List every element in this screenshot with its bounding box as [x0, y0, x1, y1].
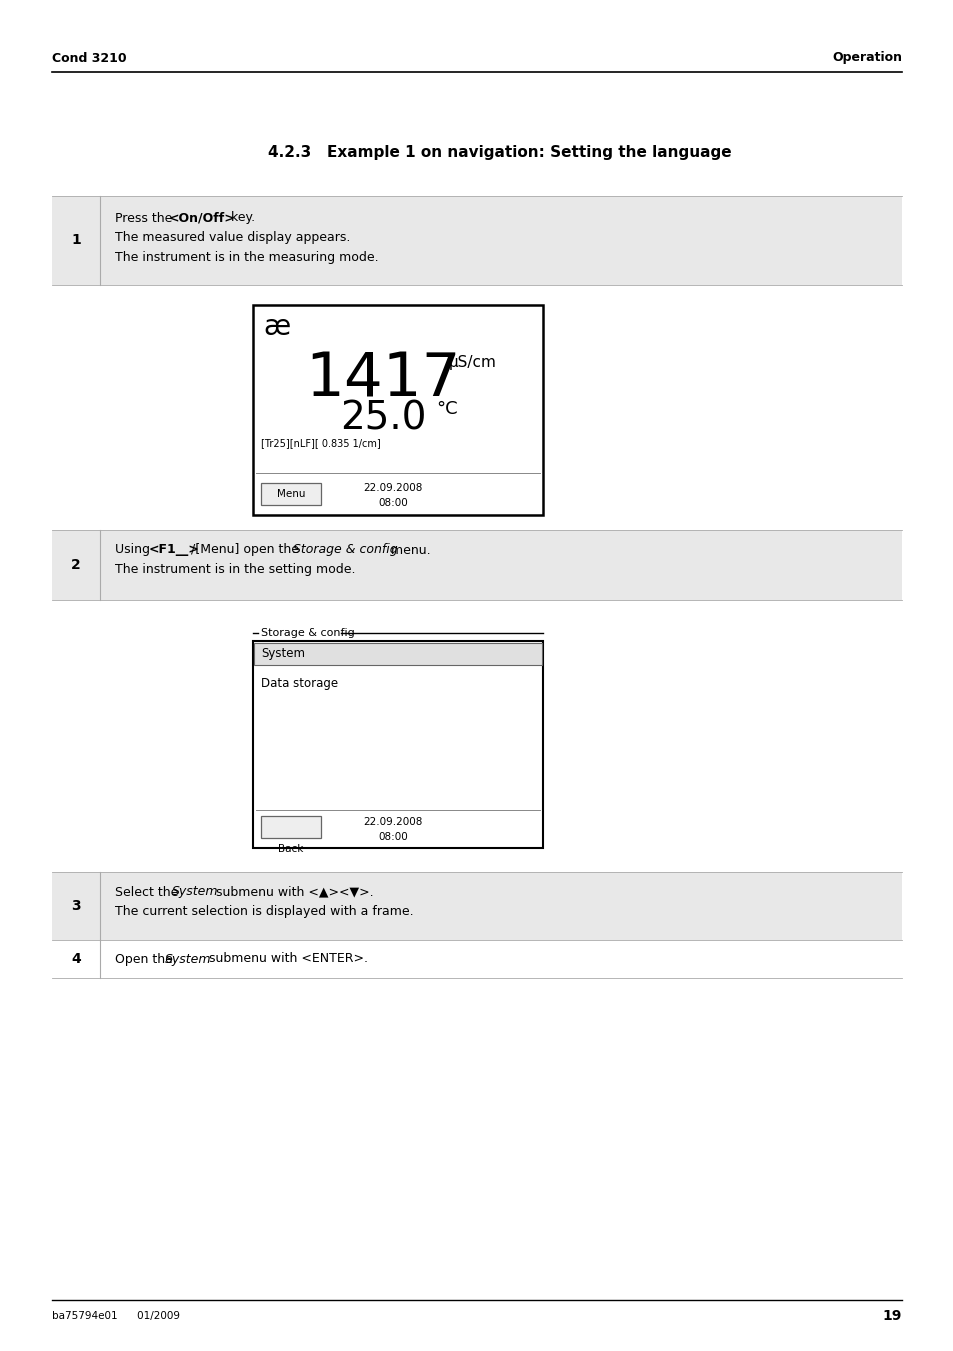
Text: 08:00: 08:00 — [377, 832, 408, 842]
Text: 4.2.3   Example 1 on navigation: Setting the language: 4.2.3 Example 1 on navigation: Setting t… — [268, 146, 731, 161]
Text: The instrument is in the measuring mode.: The instrument is in the measuring mode. — [115, 251, 378, 265]
Text: Operation: Operation — [831, 51, 901, 65]
Text: 3: 3 — [71, 898, 81, 913]
Text: 1417: 1417 — [305, 350, 460, 409]
Text: Using: Using — [115, 543, 153, 557]
Text: 2: 2 — [71, 558, 81, 571]
Text: System: System — [172, 885, 218, 898]
Text: Cond 3210: Cond 3210 — [52, 51, 127, 65]
Text: 4: 4 — [71, 952, 81, 966]
Text: 22.09.2008: 22.09.2008 — [363, 817, 422, 827]
Text: 25.0: 25.0 — [339, 399, 426, 436]
Bar — [52, 196, 901, 285]
Text: Press the: Press the — [115, 212, 176, 224]
Bar — [261, 484, 320, 505]
Text: 19: 19 — [882, 1309, 901, 1323]
Text: submenu with <ENTER>.: submenu with <ENTER>. — [205, 952, 368, 966]
Bar — [52, 530, 901, 600]
Bar — [253, 305, 542, 515]
Text: Back: Back — [278, 844, 303, 854]
Text: æ: æ — [263, 313, 290, 340]
Bar — [253, 643, 541, 665]
Text: The measured value display appears.: The measured value display appears. — [115, 231, 350, 245]
Text: The instrument is in the setting mode.: The instrument is in the setting mode. — [115, 563, 355, 577]
Text: Menu: Menu — [276, 489, 305, 499]
Text: <On/Off>: <On/Off> — [169, 212, 235, 224]
Bar — [52, 871, 901, 940]
Text: /[Menu] open the: /[Menu] open the — [191, 543, 303, 557]
Bar — [261, 816, 320, 838]
Text: Select the: Select the — [115, 885, 182, 898]
Bar — [253, 640, 542, 848]
Text: μS/cm: μS/cm — [449, 355, 497, 370]
Text: Open the: Open the — [115, 952, 176, 966]
Bar — [52, 940, 901, 978]
Text: [Tr25][nLF][ 0.835 1/cm]: [Tr25][nLF][ 0.835 1/cm] — [261, 438, 380, 449]
Text: System: System — [261, 647, 305, 661]
Text: 08:00: 08:00 — [377, 499, 408, 508]
Text: °C: °C — [436, 400, 457, 417]
Text: submenu with <▲><▼>.: submenu with <▲><▼>. — [212, 885, 374, 898]
Text: menu.: menu. — [387, 543, 430, 557]
Text: key.: key. — [227, 212, 254, 224]
Text: 22.09.2008: 22.09.2008 — [363, 484, 422, 493]
Text: <F1__>: <F1__> — [149, 543, 199, 557]
Text: System: System — [165, 952, 212, 966]
Text: Data storage: Data storage — [261, 677, 337, 689]
Text: Storage & config: Storage & config — [293, 543, 397, 557]
Text: Storage & config: Storage & config — [261, 628, 355, 638]
Text: 1: 1 — [71, 234, 81, 247]
Text: ba75794e01      01/2009: ba75794e01 01/2009 — [52, 1310, 180, 1321]
Text: The current selection is displayed with a frame.: The current selection is displayed with … — [115, 905, 414, 919]
